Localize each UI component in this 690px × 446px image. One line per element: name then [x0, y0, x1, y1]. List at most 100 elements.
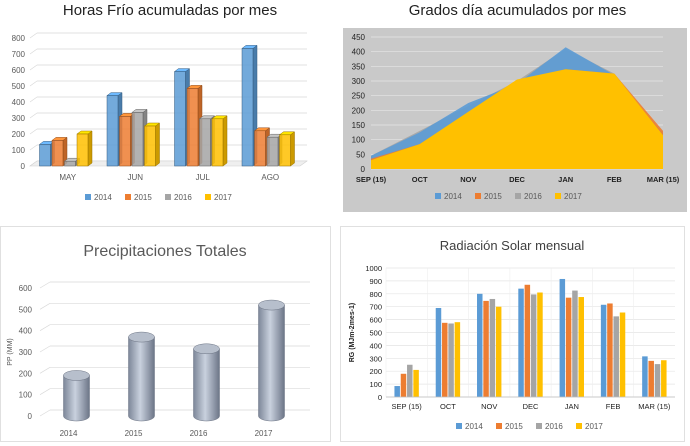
chart4-ylabel: RG (MJm-2mes-1) [349, 303, 356, 363]
chart1-gridline-diag [29, 80, 38, 87]
chart1-ytick: 0 [21, 162, 26, 171]
chart4-xtick-MAR (15): MAR (15) [638, 402, 671, 411]
chart3-cylinder-2015 [128, 336, 155, 422]
chart1-legend-label-2016: 2016 [174, 193, 192, 202]
chart4-legend-swatch-2017 [576, 423, 582, 429]
chart4-bar-2016-NOV [489, 298, 496, 397]
chart1-bar-2017-JUL [211, 118, 224, 167]
chart4-ytick: 400 [369, 341, 382, 350]
chart4-legend-label-2015: 2015 [505, 422, 523, 431]
chart2-xtick-MAR (15): MAR (15) [647, 175, 680, 184]
chart2-legend-swatch-2014 [435, 193, 441, 199]
chart3-ytick: 0 [28, 412, 33, 421]
chart3-ylabel: PP (MM) [7, 338, 14, 365]
chart2-ytick: 200 [352, 106, 366, 115]
chart4-svg: Radiación Solar mensual 0 100 200 300 400 500 6… [340, 226, 685, 442]
chart1-bar-side [222, 115, 228, 167]
chart2-ytick: 250 [352, 92, 366, 101]
chart1-ytick: 400 [12, 98, 26, 107]
chart3-xtick-2016: 2016 [190, 429, 208, 438]
chart4-legend-swatch-2016 [536, 423, 542, 429]
chart2-xtick-DEC: DEC [509, 175, 525, 184]
chart2-xtick-FEB: FEB [607, 175, 623, 184]
chart4-bar-2017-SEP (15) [413, 369, 419, 397]
chart4-xtick-OCT: OCT [440, 402, 456, 411]
chart3-gridline-diag [39, 281, 51, 289]
chart3-ytick: 400 [19, 327, 33, 336]
chart1-bar-2015-AGO [254, 130, 266, 167]
chart2-svg: 0 50 100 150 200 250 300 350 400 450 SEP (15) OCT NO… [343, 28, 687, 212]
chart1-bar-2017-JUN [144, 125, 156, 167]
chart1-ytick: 200 [12, 130, 26, 139]
chart1-bar-side [87, 130, 93, 167]
chart1-bar-2016-JUL [199, 118, 211, 167]
chart4-ytick: 600 [369, 316, 382, 325]
chart3-cylinder-2014 [63, 375, 90, 422]
chart4-bar-2014-DEC [518, 288, 524, 397]
chart2-legend-label-2017: 2017 [564, 192, 582, 201]
chart3-gridline-diag [39, 303, 51, 310]
chart1-gridline-diag [29, 144, 38, 151]
chart1-bar-2014-JUL [174, 71, 186, 167]
chart4-xtick-DEC: DEC [523, 402, 539, 411]
chart1-bar-2014-JUN [106, 95, 119, 167]
chart3-cylinder-top-2015 [128, 331, 155, 343]
chart1-bar-2016-MAY [64, 160, 76, 167]
chart1-legend-label-2014: 2014 [94, 193, 112, 202]
chart4-legend-swatch-2014 [456, 423, 462, 429]
chart3-title: Precipitaciones Totales [83, 243, 246, 260]
chart2-ytick: 50 [356, 150, 365, 159]
chart4-bar-2016-MAR (15) [654, 364, 661, 397]
chart1-gridline-diag [29, 32, 38, 39]
chart4-ytick: 800 [369, 290, 382, 299]
chart3-svg: Precipitaciones Totales 0 100 200 300 400 500 6… [0, 226, 331, 442]
chart2-legend-swatch-2016 [515, 193, 521, 199]
chart4-ytick: 0 [378, 393, 382, 402]
chart4-legend-swatch-2015 [496, 423, 502, 429]
chart1-bar-2015-JUN [119, 116, 131, 167]
chart1-legend-swatch-2015 [125, 194, 131, 200]
chart1-xtick-MAY: MAY [59, 173, 76, 182]
chart2-legend-label-2016: 2016 [524, 192, 542, 201]
chart4-bar-2015-MAR (15) [648, 360, 654, 397]
chart1-ytick: 300 [12, 114, 26, 123]
chart4-ytick: 100 [369, 380, 382, 389]
chart4-bar-2014-MAR (15) [642, 356, 648, 397]
chart1-legend-swatch-2014 [85, 194, 91, 200]
chart1-legend-label-2015: 2015 [134, 193, 152, 202]
chart1-bar-2014-AGO [241, 48, 254, 167]
chart4-xtick-SEP (15): SEP (15) [391, 402, 422, 411]
chart1-ytick: 600 [12, 66, 26, 75]
chart4-legend-label-2017: 2017 [585, 422, 603, 431]
chart1-ytick: 700 [12, 50, 26, 59]
chart1-title: Horas Frío acumuladas por mes [62, 2, 278, 19]
chart3-gridline-diag [39, 324, 51, 331]
chart1-legend-swatch-2017 [205, 194, 211, 200]
chart2-ytick: 100 [352, 136, 366, 145]
chart4-bar-2014-FEB [600, 304, 607, 397]
chart3-cylinder-2017 [258, 304, 285, 422]
chart1-bar-2016-JUN [131, 112, 144, 167]
chart4-bar-2017-NOV [495, 306, 502, 397]
chart3-xtick-2015: 2015 [125, 429, 143, 438]
chart4-bar-2016-DEC [530, 294, 537, 397]
chart3-gridline-diag [39, 367, 51, 374]
chart4-xtick-JAN: JAN [565, 402, 579, 411]
chart3-ytick: 500 [19, 305, 33, 314]
chart4-bar-2017-OCT [454, 322, 461, 397]
chart4-bar-2016-FEB [613, 316, 619, 397]
chart4-bar-2016-OCT [448, 323, 454, 397]
chart2-ytick: 350 [352, 62, 366, 71]
chart4-ytick: 700 [369, 303, 382, 312]
chart3-gridline-diag [39, 345, 51, 353]
chart4-bar-2016-SEP (15) [407, 364, 413, 397]
chart1-gridline-diag [29, 64, 38, 71]
chart2-xtick-NOV: NOV [460, 175, 476, 184]
chart1-bar-2016-AGO [266, 136, 279, 167]
chart1-ytick: 800 [12, 34, 26, 43]
chart1-bar-side [155, 122, 160, 167]
chart4-bar-2015-DEC [524, 284, 531, 397]
chart2-ytick: 300 [352, 77, 366, 86]
chart2-ytick: 400 [352, 48, 366, 57]
chart4-bar-2015-SEP (15) [400, 373, 407, 397]
